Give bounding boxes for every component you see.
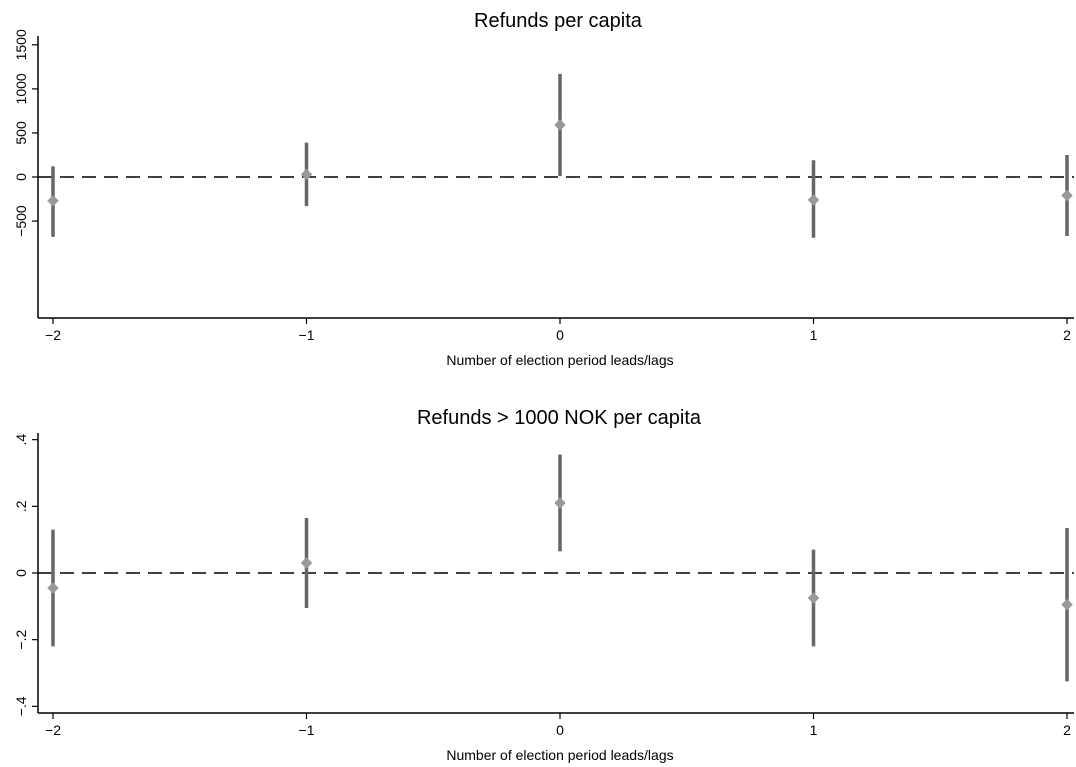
y-tick-label: 0	[13, 569, 29, 577]
x-axis-label: Number of election period leads/lags	[446, 747, 673, 763]
x-tick-label: 2	[1063, 327, 1071, 343]
point-estimate-marker	[47, 582, 59, 594]
x-tick-label: 0	[556, 327, 564, 343]
y-tick-label: −.2	[13, 630, 29, 650]
y-tick-label: .4	[13, 434, 29, 446]
chart-title: Refunds per capita	[474, 10, 643, 32]
y-tick-label: 0	[13, 173, 29, 181]
x-tick-label: 1	[810, 327, 818, 343]
x-tick-label: 0	[556, 722, 564, 738]
point-estimate-marker	[1061, 189, 1073, 202]
point-estimate-marker	[300, 557, 313, 569]
x-tick-label: 1	[810, 722, 818, 738]
x-tick-label: −2	[45, 327, 61, 343]
point-estimate-marker	[554, 497, 566, 509]
y-tick-label: 1500	[13, 29, 29, 60]
point-estimate-marker	[300, 168, 313, 181]
y-tick-label: −.4	[13, 696, 29, 716]
y-tick-label: 500	[13, 121, 29, 145]
chart-title: Refunds > 1000 NOK per capita	[417, 407, 702, 429]
x-tick-label: −1	[299, 327, 315, 343]
x-tick-label: −2	[45, 722, 61, 738]
y-tick-label: −500	[13, 205, 29, 237]
y-tick-label: .2	[13, 500, 29, 512]
point-estimate-marker	[554, 119, 566, 131]
point-estimate-marker	[47, 194, 59, 207]
x-tick-label: 2	[1063, 722, 1071, 738]
x-axis-label: Number of election period leads/lags	[446, 352, 673, 368]
x-tick-label: −1	[299, 722, 315, 738]
point-estimate-marker	[1061, 598, 1073, 611]
panel-refunds-per-capita: Refunds per capita Number of election pe…	[13, 10, 1074, 368]
panel-refunds-over-1000: Refunds > 1000 NOK per capita Number of …	[13, 407, 1074, 763]
y-tick-label: 1000	[13, 73, 29, 104]
point-estimate-marker	[807, 194, 820, 206]
point-estimate-marker	[807, 592, 820, 604]
